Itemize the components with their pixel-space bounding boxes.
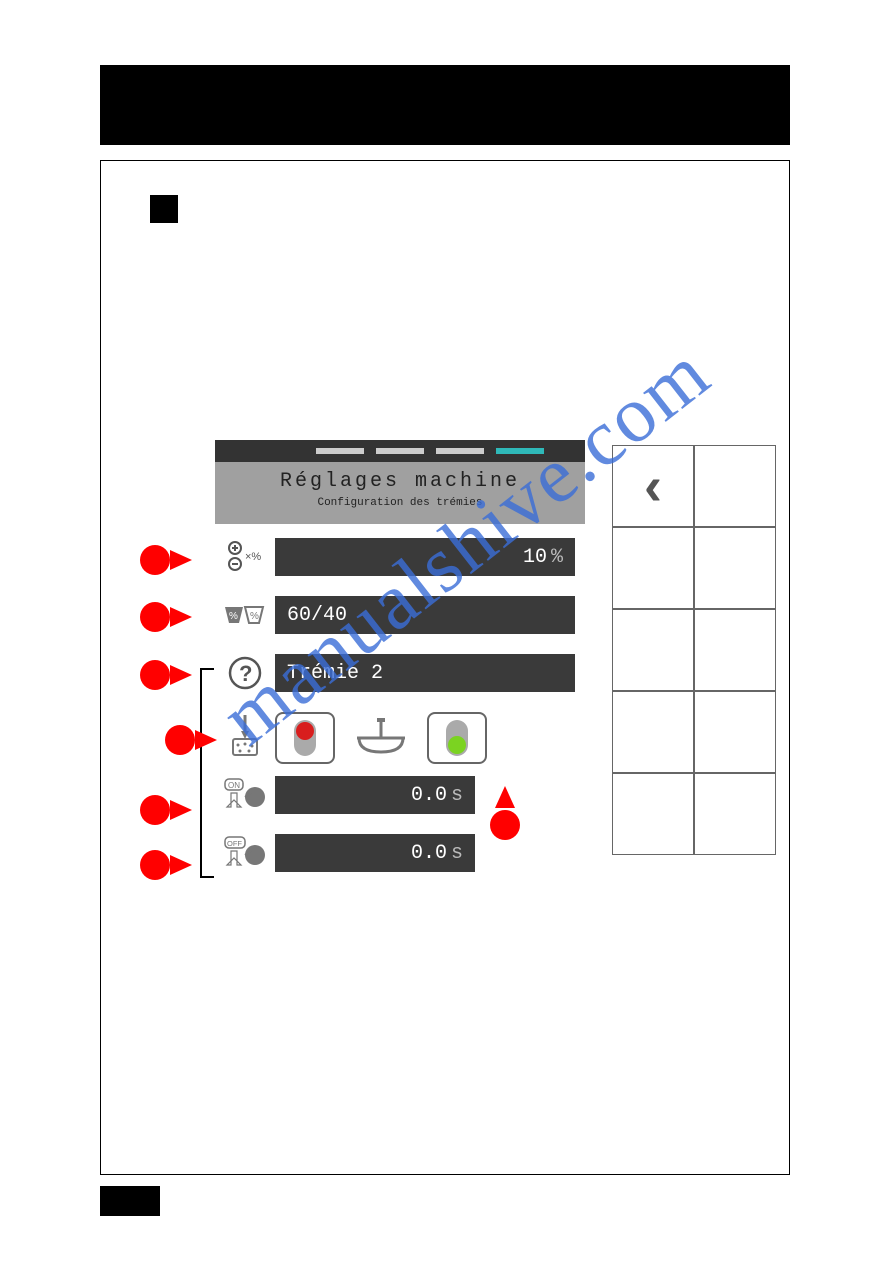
- percent-step-field[interactable]: 10 %: [275, 538, 575, 576]
- tab-2[interactable]: [376, 448, 424, 454]
- row-on-delay: ON 0.0 s: [215, 770, 585, 820]
- help-icon[interactable]: ?: [215, 655, 275, 691]
- callout-3: [140, 660, 170, 690]
- chevron-left-icon: ‹: [644, 470, 662, 502]
- softkey-r4c2[interactable]: [694, 691, 776, 773]
- ratio-field[interactable]: 60/40: [275, 596, 575, 634]
- row-toggles: [215, 706, 585, 770]
- softkey-grid: ‹: [612, 445, 777, 855]
- svg-text:×%: ×%: [245, 551, 261, 563]
- callout-7: [490, 810, 520, 840]
- percent-step-unit: %: [551, 546, 563, 569]
- softkey-r1c2[interactable]: [694, 445, 776, 527]
- on-delay-icon: ON: [215, 777, 275, 813]
- tab-4[interactable]: [496, 448, 544, 454]
- tab-1[interactable]: [316, 448, 364, 454]
- callout-2-pointer: [170, 607, 192, 627]
- row-percent-step: ×% 10 %: [215, 532, 585, 582]
- on-delay-value: 0.0: [411, 784, 447, 807]
- callout-1: [140, 545, 170, 575]
- group-bracket: [200, 668, 210, 878]
- ratio-value: 60/40: [287, 604, 347, 627]
- hopper-flow-icon: [227, 713, 263, 764]
- panel-subtitle: Configuration des trémies: [215, 497, 585, 509]
- toggle-right[interactable]: [427, 712, 487, 764]
- off-delay-field[interactable]: 0.0 s: [275, 834, 475, 872]
- panel-title: Réglages machine: [215, 470, 585, 493]
- callout-5: [140, 795, 170, 825]
- ratio-icon: % %: [215, 603, 275, 627]
- section-marker: [150, 195, 178, 223]
- softkey-r4c1[interactable]: [612, 691, 694, 773]
- row-hopper: ? Trémie 2: [215, 648, 585, 698]
- tab-bar: [215, 440, 585, 462]
- settings-panel: Réglages machine Configuration des trémi…: [215, 440, 585, 890]
- toggle-left[interactable]: [275, 712, 335, 764]
- softkey-r5c2[interactable]: [694, 773, 776, 855]
- tab-3[interactable]: [436, 448, 484, 454]
- svg-text:?: ?: [239, 661, 252, 686]
- distributor-icon: [353, 716, 409, 761]
- svg-text:OFF: OFF: [227, 839, 242, 848]
- settings-rows: ×% 10 % % % 60/40: [215, 532, 585, 886]
- callout-7-pointer: [495, 786, 515, 808]
- softkey-r5c1[interactable]: [612, 773, 694, 855]
- on-delay-unit: s: [451, 784, 463, 807]
- row-ratio: % % 60/40: [215, 590, 585, 640]
- percent-step-value: 10: [523, 546, 547, 569]
- callout-3-pointer: [170, 665, 192, 685]
- callout-5-pointer: [170, 800, 192, 820]
- callout-6-pointer: [170, 855, 192, 875]
- toggle-right-pill: [446, 720, 468, 756]
- on-delay-field[interactable]: 0.0 s: [275, 776, 475, 814]
- hopper-field[interactable]: Trémie 2: [275, 654, 575, 692]
- title-bar: Réglages machine Configuration des trémi…: [215, 462, 585, 524]
- callout-4-pointer: [195, 730, 217, 750]
- softkey-r2c1[interactable]: [612, 527, 694, 609]
- softkey-back[interactable]: ‹: [612, 445, 694, 527]
- svg-text:%: %: [229, 611, 238, 622]
- toggle-left-pill: [294, 720, 316, 756]
- off-delay-unit: s: [451, 842, 463, 865]
- header-bar: [100, 65, 790, 145]
- callout-2: [140, 602, 170, 632]
- svg-text:ON: ON: [228, 781, 240, 790]
- softkey-r3c2[interactable]: [694, 609, 776, 691]
- softkey-r3c1[interactable]: [612, 609, 694, 691]
- svg-text:%: %: [250, 611, 259, 622]
- off-delay-icon: OFF: [215, 835, 275, 871]
- row-off-delay: OFF 0.0 s: [215, 828, 585, 878]
- softkey-r2c2[interactable]: [694, 527, 776, 609]
- page-number-block: [100, 1186, 160, 1216]
- off-delay-value: 0.0: [411, 842, 447, 865]
- hopper-value: Trémie 2: [287, 662, 383, 685]
- callout-6: [140, 850, 170, 880]
- callout-4: [165, 725, 195, 755]
- callout-1-pointer: [170, 550, 192, 570]
- percent-step-icon: ×%: [215, 540, 275, 574]
